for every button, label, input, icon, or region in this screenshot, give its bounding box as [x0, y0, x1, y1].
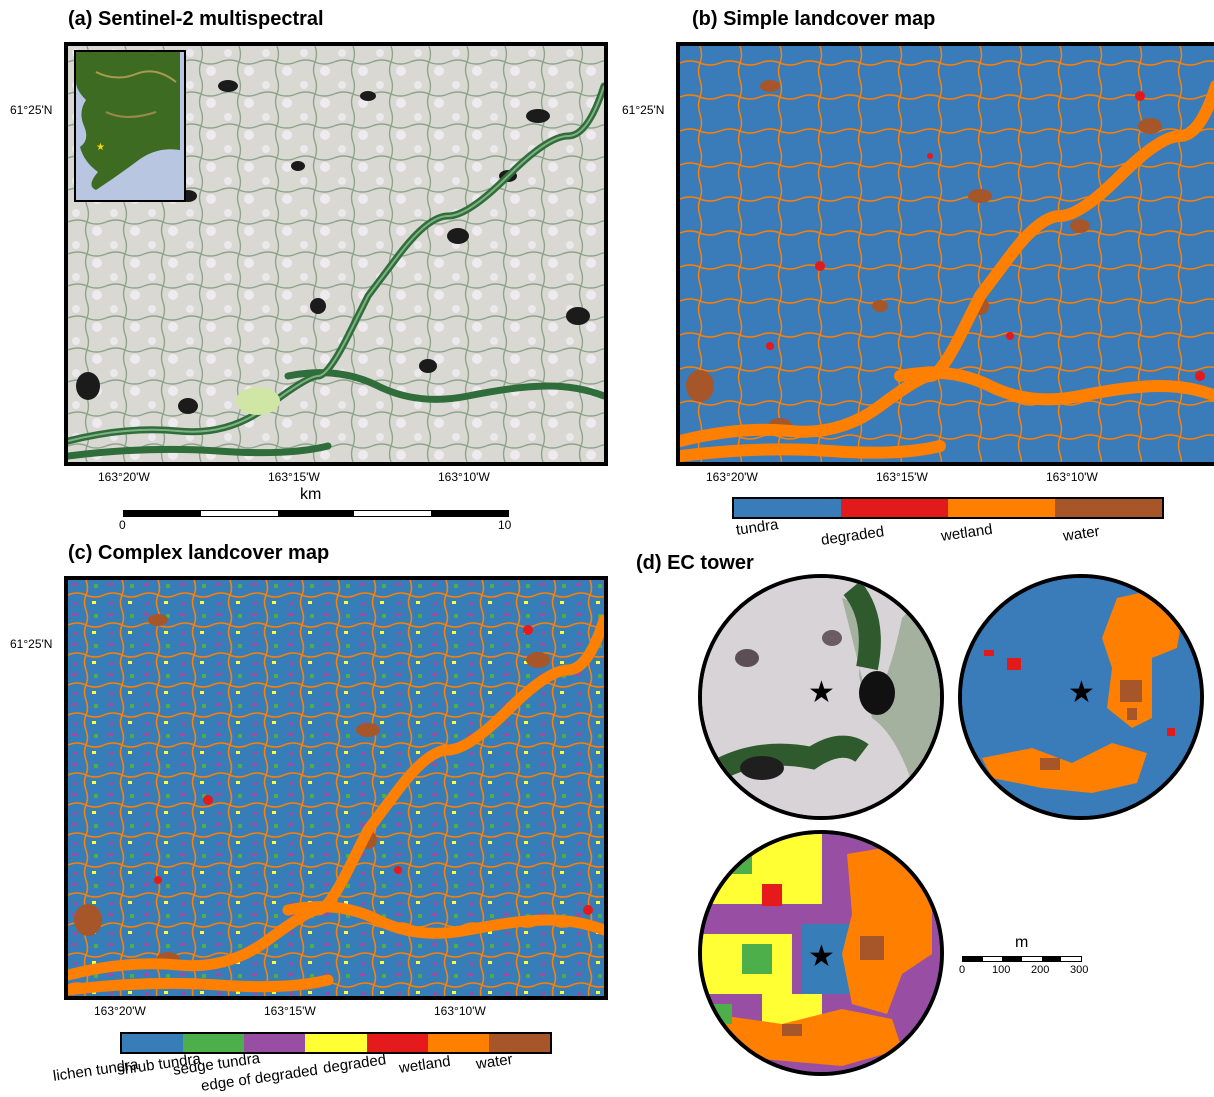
complex-landcover-map: [64, 576, 608, 1000]
simple-legend-label-water: water: [1062, 522, 1101, 545]
legend-swatch-lichen-tundra: [122, 1034, 184, 1052]
scalebar-m-unit: m: [1015, 934, 1029, 951]
complex-landcover-drawing: [68, 580, 604, 996]
tower-location-star-icon: ★: [96, 142, 105, 153]
legend-swatch-edge-of-degraded: [305, 1034, 367, 1052]
panel-c-lon-label-3: 163°10'W: [434, 1004, 486, 1018]
panel-c-lon-label-2: 163°15'W: [264, 1004, 316, 1018]
complex-legend-label-water: water: [475, 1050, 514, 1073]
scalebar-m-label-100: 100: [992, 964, 1011, 976]
ec-tower-complex-circle: ★: [698, 830, 944, 1076]
simple-legend: [732, 497, 1164, 519]
legend-swatch-degraded: [366, 1034, 428, 1052]
simple-legend-label-wetland: wetland: [940, 520, 994, 545]
legend-swatch-tundra: [734, 499, 841, 517]
legend-swatch-wetland: [948, 499, 1055, 517]
ec-tower-complex-drawing: [702, 834, 940, 1072]
scalebar-m: [962, 956, 1082, 962]
panel-a-lon-label-1: 163°20'W: [98, 470, 150, 484]
legend-swatch-wetland: [427, 1034, 489, 1052]
scalebar-m-label-300: 300: [1070, 964, 1089, 976]
simple-landcover-drawing: [680, 46, 1214, 462]
panel-c-lon-label-1: 163°20'W: [94, 1004, 146, 1018]
panel-d-title: (d) EC tower: [636, 552, 754, 574]
panel-a-lon-label-2: 163°15'W: [268, 470, 320, 484]
panel-b-lon-label-3: 163°10'W: [1046, 470, 1098, 484]
scalebar-m-label-200: 200: [1031, 964, 1050, 976]
simple-legend-label-tundra: tundra: [735, 516, 780, 539]
panel-c-title: (c) Complex landcover map: [68, 542, 330, 564]
panel-a-lat-label: 61°25'N: [10, 103, 53, 117]
panel-b-lon-label-1: 163°20'W: [706, 470, 758, 484]
tower-star-icon: ★: [1068, 676, 1095, 709]
scalebar-km: [123, 510, 509, 517]
simple-landcover-map: [676, 42, 1214, 466]
alaska-inset-drawing: [76, 52, 180, 190]
legend-swatch-degraded: [841, 499, 948, 517]
ec-tower-simple-circle: ★: [958, 574, 1204, 820]
panel-b-lon-label-2: 163°15'W: [876, 470, 928, 484]
ec-tower-simple-drawing: [962, 578, 1200, 816]
ec-tower-sentinel-circle: ★: [698, 574, 944, 820]
legend-swatch-sedge-tundra: [244, 1034, 306, 1052]
alaska-inset-map: ★: [74, 50, 186, 202]
panel-b-title: (b) Simple landcover map: [692, 8, 936, 30]
legend-swatch-shrub-tundra: [183, 1034, 245, 1052]
panel-a-lon-label-3: 163°10'W: [438, 470, 490, 484]
panel-c-lat-label: 61°25'N: [10, 637, 53, 651]
scalebar-m-label-0: 0: [959, 964, 966, 976]
complex-legend-label-wetland: wetland: [398, 1052, 452, 1077]
legend-swatch-water: [1055, 499, 1162, 517]
simple-legend-label-degraded: degraded: [820, 523, 886, 549]
panel-a-title: (a) Sentinel-2 multispectral: [68, 8, 324, 30]
scalebar-km-unit: km: [300, 486, 322, 503]
panel-b-lat-label: 61°25'N: [622, 103, 665, 117]
complex-legend-label-degraded: degraded: [322, 1051, 388, 1077]
scalebar-km-max: 10: [498, 518, 512, 532]
tower-star-icon: ★: [808, 940, 835, 973]
ec-tower-sentinel-drawing: [702, 578, 940, 816]
legend-swatch-water: [488, 1034, 550, 1052]
tower-star-icon: ★: [808, 676, 835, 709]
scalebar-km-min: 0: [119, 518, 126, 532]
complex-legend: [120, 1032, 552, 1054]
